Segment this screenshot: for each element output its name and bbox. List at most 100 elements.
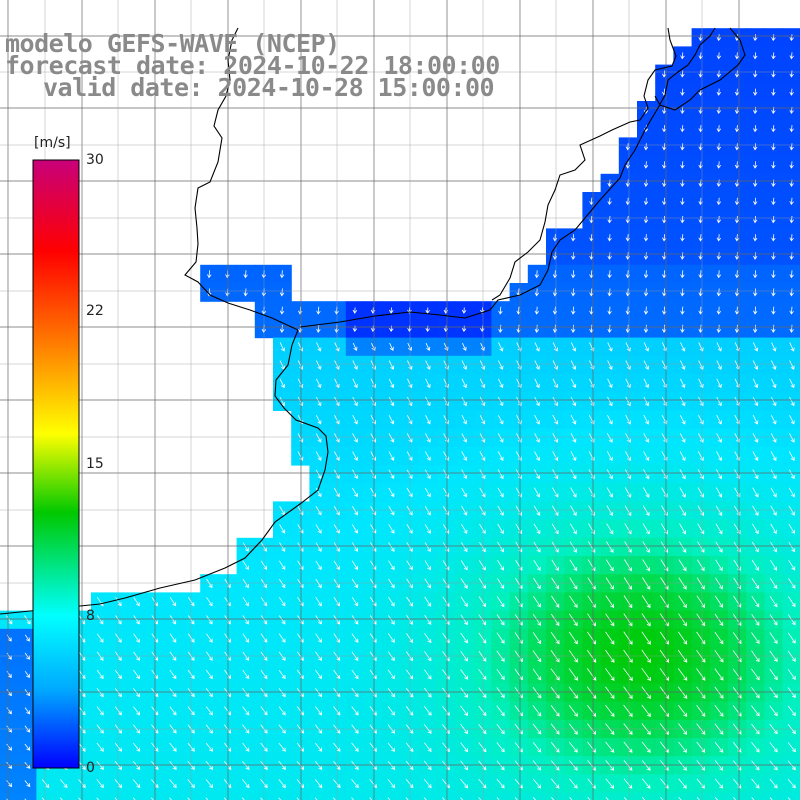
wind-arrow — [279, 342, 285, 352]
wind-arrow — [789, 34, 794, 42]
wind-arrow — [333, 742, 341, 752]
wind-arrow — [534, 378, 540, 389]
wind-arrow — [242, 560, 249, 570]
wind-cell — [782, 537, 800, 557]
wind-arrow — [607, 342, 613, 352]
wind-arrow — [461, 378, 467, 389]
wind-arrow — [333, 596, 340, 607]
wind-arrow — [587, 631, 597, 645]
wind-arrow — [789, 415, 795, 425]
wind-arrow — [698, 414, 704, 425]
wind-arrow — [96, 742, 104, 752]
wind-arrow — [734, 324, 740, 333]
wind-arrow — [643, 306, 649, 315]
wind-arrow — [789, 52, 794, 60]
wind-arrow — [278, 797, 282, 800]
wind-arrow — [370, 487, 377, 498]
wind-arrow — [586, 704, 597, 717]
wind-arrow — [351, 596, 359, 607]
wind-arrow — [643, 396, 649, 407]
wind-arrow — [716, 342, 722, 352]
wind-arrow — [696, 796, 700, 800]
wind-arrow — [751, 632, 760, 644]
wind-arrow — [24, 670, 30, 679]
wind-arrow — [606, 433, 613, 443]
wind-arrow — [96, 669, 104, 680]
wind-arrow — [442, 505, 449, 516]
wind-arrow — [534, 433, 540, 443]
wind-arrow — [787, 632, 796, 644]
wind-arrow — [587, 541, 596, 553]
wind-arrow — [133, 597, 140, 607]
wind-arrow — [552, 451, 559, 462]
wind-arrow — [96, 797, 100, 800]
wind-cell — [345, 792, 365, 800]
wind-arrow — [243, 288, 248, 297]
wind-arrow — [534, 306, 540, 315]
wind-arrow — [424, 687, 432, 698]
wind-arrow — [716, 396, 722, 407]
valid-date: valid date: 2024-10-28 15:00:00 — [43, 73, 495, 102]
wind-arrow — [643, 469, 650, 480]
wind-arrow — [206, 578, 213, 589]
wind-arrow — [407, 342, 412, 351]
wind-arrow — [461, 325, 467, 333]
wind-arrow — [96, 615, 104, 625]
wind-arrow — [734, 433, 741, 443]
wind-arrow — [370, 451, 377, 461]
wind-arrow — [680, 125, 685, 133]
wind-cell — [782, 592, 800, 612]
wind-arrow — [388, 451, 395, 461]
wind-arrow — [589, 306, 594, 315]
wind-arrow — [533, 523, 541, 535]
wind-arrow — [388, 396, 395, 407]
wind-arrow — [734, 215, 740, 224]
wind-arrow — [515, 487, 522, 498]
wind-arrow — [752, 433, 759, 443]
wind-arrow — [570, 451, 577, 462]
wind-arrow — [680, 360, 686, 370]
wind-arrow — [607, 324, 612, 333]
wind-cell — [764, 792, 784, 800]
wind-arrow — [532, 742, 542, 753]
wind-arrow — [279, 378, 285, 389]
wind-arrow — [388, 378, 395, 389]
wind-arrow — [443, 433, 449, 443]
wind-arrow — [770, 559, 777, 571]
wind-arrow — [552, 342, 558, 352]
wind-arrow — [623, 595, 633, 609]
wind-arrow — [534, 288, 540, 297]
wind-arrow — [461, 360, 467, 370]
wind-arrow — [659, 686, 670, 700]
wind-cell — [473, 792, 492, 800]
wind-arrow — [169, 597, 177, 607]
wind-arrow — [207, 270, 212, 279]
wind-cell — [782, 574, 800, 593]
wind-arrow — [388, 524, 395, 534]
wind-arrow — [370, 469, 377, 480]
colorbar-unit: [m/s] — [34, 135, 71, 151]
wind-arrow — [734, 270, 740, 279]
wind-arrow — [460, 778, 469, 789]
wind-arrow — [570, 378, 577, 389]
wind-arrow — [678, 595, 687, 609]
wind-arrow — [480, 325, 485, 333]
wind-arrow — [607, 414, 613, 425]
wind-arrow — [551, 797, 555, 800]
wind-arrow — [298, 324, 303, 333]
wind-arrow — [351, 779, 359, 789]
wind-arrow — [696, 613, 706, 627]
wind-arrow — [315, 433, 322, 443]
wind-arrow — [589, 197, 594, 206]
wind-arrow — [115, 633, 122, 643]
wind-arrow — [753, 143, 758, 151]
wind-arrow — [424, 524, 431, 534]
wind-cell — [254, 792, 274, 800]
wind-arrow — [550, 778, 560, 789]
wind-arrow — [352, 469, 358, 480]
wind-arrow — [643, 270, 649, 279]
wind-arrow — [643, 433, 650, 443]
wind-arrow — [623, 704, 633, 718]
wind-cell — [782, 738, 800, 757]
wind-cell — [273, 792, 292, 800]
